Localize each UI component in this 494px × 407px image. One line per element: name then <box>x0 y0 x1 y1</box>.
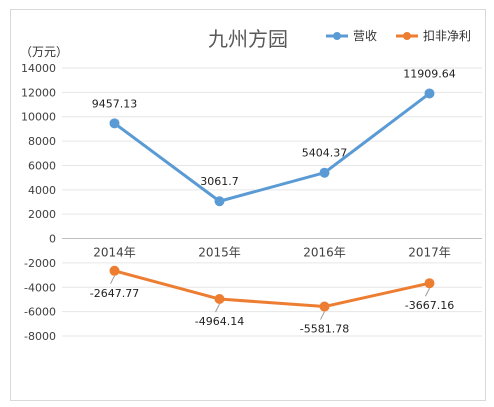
data-point <box>319 301 330 312</box>
chart-title: 九州方园 <box>208 27 288 51</box>
y-tick-label: 0 <box>49 233 56 246</box>
legend-label: 扣非净利 <box>423 29 471 43</box>
gridlines <box>62 67 482 337</box>
data-label: 3061.7 <box>200 175 239 188</box>
x-axis: 2014年 2015年 2016年 2017年 <box>93 246 451 260</box>
data-point <box>214 294 225 305</box>
y-tick-label: -4000 <box>24 281 56 294</box>
data-point <box>424 88 435 99</box>
label-leader <box>215 303 220 313</box>
data-point <box>109 118 120 129</box>
x-tick-label: 2014年 <box>93 246 136 260</box>
data-label: -5581.78 <box>300 323 349 336</box>
label-leader <box>425 287 430 297</box>
data-label: -4964.14 <box>195 315 244 328</box>
y-tick-label: -2000 <box>24 257 56 270</box>
legend-label: 营收 <box>353 29 377 43</box>
legend-swatch-marker <box>333 32 341 40</box>
y-tick-label: 8000 <box>28 135 56 148</box>
data-label: 11909.64 <box>403 67 456 80</box>
legend-item: 扣非净利 <box>396 29 471 43</box>
x-tick-label: 2017年 <box>408 246 451 260</box>
data-label: 5404.37 <box>302 147 348 160</box>
series-line <box>114 269 430 309</box>
series-net-profit: -2647.77 -4964.14 -5581.78 -3667.16 <box>90 265 454 336</box>
data-point <box>424 278 435 289</box>
y-tick-label: 14000 <box>21 62 56 75</box>
x-tick-label: 2016年 <box>303 246 346 260</box>
data-point <box>319 167 330 178</box>
legend-swatch-marker <box>403 32 411 40</box>
data-label: -2647.77 <box>90 287 139 300</box>
y-axis: 14000 12000 10000 8000 6000 4000 2000 0 -2000 -40… <box>21 62 56 343</box>
series-revenue: 9457.13 3061.7 5404.37 11909.64 <box>92 67 456 207</box>
series-group: 9457.13 3061.7 5404.37 11909.64 -2647.77 -496… <box>90 67 456 335</box>
y-tick-label: 12000 <box>21 86 56 99</box>
y-tick-label: 2000 <box>28 208 56 221</box>
y-tick-label: 4000 <box>28 184 56 197</box>
legend: 营收 扣非净利 <box>326 29 471 43</box>
y-tick-label: 10000 <box>21 111 56 124</box>
label-leader <box>320 311 325 320</box>
y-tick-label: 6000 <box>28 159 56 172</box>
legend-item: 营收 <box>326 29 377 43</box>
data-label: -3667.16 <box>405 299 454 312</box>
data-point <box>214 196 225 207</box>
y-unit-label: （万元） <box>20 45 68 59</box>
y-tick-label: -8000 <box>24 330 56 343</box>
y-tick-label: -6000 <box>24 306 56 319</box>
x-tick-label: 2015年 <box>198 246 241 260</box>
data-point <box>109 265 120 276</box>
label-leader <box>110 275 115 285</box>
data-label: 9457.13 <box>92 97 138 110</box>
series-line <box>113 92 431 203</box>
